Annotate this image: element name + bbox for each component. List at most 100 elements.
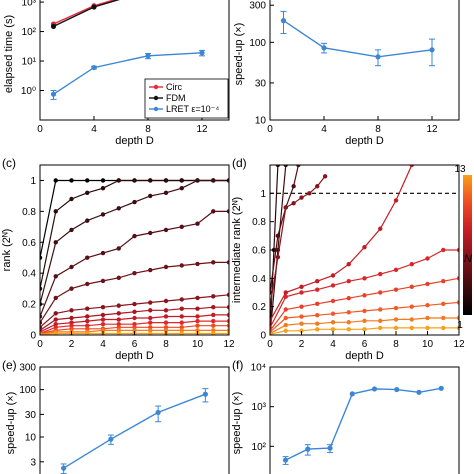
y-tick-label: 3: [30, 457, 36, 468]
y-tick-label: 30: [255, 78, 267, 89]
data-point: [163, 178, 169, 183]
data-point: [53, 295, 58, 301]
data-point: [441, 325, 446, 331]
data-point: [307, 191, 312, 196]
data-point: [362, 244, 367, 250]
y-axis-label: intermediate rank (2ᴺ): [231, 197, 243, 303]
data-point: [179, 331, 184, 335]
data-point: [299, 195, 304, 200]
data-point: [179, 178, 184, 183]
y-tick-label: 10³: [22, 0, 37, 9]
data-point: [69, 227, 74, 233]
panel-e-axes-frame: [39, 366, 230, 474]
data-point: [179, 320, 184, 325]
panel-f: 10² 10³ 10⁴ speed-up (×) (f): [231, 358, 460, 474]
data-point: [69, 196, 74, 202]
data-point: [163, 264, 169, 270]
x-axis-label: depth D: [345, 350, 384, 362]
data-point: [148, 315, 153, 321]
data-point: [378, 307, 383, 312]
data-point: [456, 300, 459, 305]
panel-f-axes-frame: [269, 366, 460, 474]
data-point: [148, 193, 153, 199]
data-point: [163, 328, 169, 333]
data-point: [100, 312, 106, 318]
x-tick-label: 4: [321, 124, 327, 135]
data-point: [393, 317, 399, 322]
data-point: [226, 304, 229, 310]
data-point: [441, 315, 446, 321]
data-point: [409, 325, 414, 331]
data-point: [85, 323, 90, 328]
data-point: [100, 250, 106, 256]
x-tick-label: 4: [100, 339, 106, 350]
data-point: [163, 227, 169, 233]
rank-series: [40, 260, 229, 325]
data-point: [280, 18, 287, 24]
data-point: [100, 178, 106, 183]
panel-label: (e): [2, 358, 17, 372]
data-point: [322, 174, 328, 179]
data-point: [53, 317, 58, 322]
y-tick-label: 10³: [252, 402, 267, 413]
data-point: [315, 312, 320, 318]
data-point: [179, 185, 184, 191]
y-tick-label: 30: [25, 410, 37, 421]
series-speedup-line: [283, 20, 433, 58]
data-point: [132, 233, 137, 239]
y-tick-label: 0.4: [252, 274, 266, 285]
data-point: [456, 315, 459, 321]
data-point: [330, 273, 336, 278]
legend-marker: [153, 106, 159, 112]
data-point: [179, 328, 184, 333]
data-point: [371, 386, 378, 392]
intermediate-rank-series: [270, 300, 459, 335]
data-point: [438, 385, 444, 391]
data-point: [163, 298, 169, 304]
data-point: [211, 294, 216, 299]
legend-entry: FDM: [166, 93, 186, 103]
data-point: [409, 304, 414, 309]
x-tick-label: 12: [453, 339, 465, 350]
data-point: [211, 209, 216, 214]
x-tick-label: 8: [145, 124, 151, 135]
data-point: [299, 314, 304, 319]
y-tick-label: 10⁴: [251, 363, 266, 374]
data-point: [100, 317, 106, 322]
x-tick-label: 0: [267, 124, 273, 135]
data-point: [195, 314, 200, 319]
panel-label: (f): [232, 358, 243, 372]
data-point: [53, 209, 58, 214]
data-point: [346, 310, 351, 315]
data-point: [116, 317, 121, 322]
data-point: [441, 247, 446, 253]
legend-marker: [153, 95, 159, 101]
intermediate-rank-series: [270, 165, 414, 324]
data-point: [346, 327, 351, 332]
x-tick-label: 10: [422, 339, 434, 350]
data-point: [85, 318, 90, 324]
data-point: [40, 255, 43, 260]
data-point: [116, 206, 121, 211]
data-point: [346, 261, 351, 267]
data-point: [69, 323, 74, 328]
y-tick-label: 10²: [22, 27, 37, 38]
data-point: [85, 178, 90, 183]
data-point: [199, 50, 205, 56]
data-point: [291, 184, 296, 189]
data-point: [85, 281, 90, 287]
intermediate-rank-series-line: [270, 165, 413, 322]
data-point: [315, 327, 320, 332]
data-point: [53, 178, 58, 183]
panel-d: 0 2 4 6 8 10 12 0 0.2 0.4 0.6 0.8 1 depth D intermedia…: [231, 156, 472, 362]
data-point: [315, 287, 320, 292]
data-point: [299, 304, 304, 309]
data-point: [132, 309, 137, 315]
data-point: [299, 290, 304, 295]
data-point: [40, 314, 43, 319]
panel-label: (c): [2, 156, 16, 170]
data-point: [100, 304, 106, 310]
data-point: [270, 332, 273, 335]
x-tick-label: 8: [375, 124, 381, 135]
